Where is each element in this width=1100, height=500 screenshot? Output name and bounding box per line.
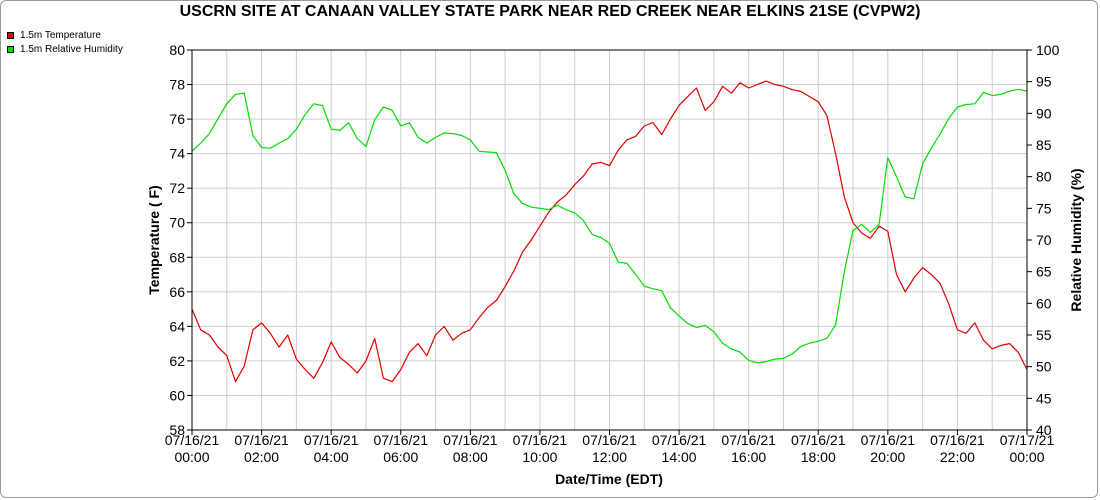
y2-axis-title: Relative Humidity (%) [1068, 168, 1084, 311]
y2-tick-label: 95 [1036, 74, 1052, 90]
x-tick-label-time: 20:00 [870, 449, 905, 465]
x-tick-label-date: 07/16/21 [721, 432, 776, 448]
y2-tick-label: 40 [1036, 422, 1052, 438]
x-tick-label-date: 07/16/21 [513, 432, 568, 448]
grid [191, 49, 1028, 431]
y-tick-label: 62 [169, 353, 185, 369]
y-tick-label: 60 [169, 387, 185, 403]
x-tick-label-time: 16:00 [731, 449, 766, 465]
x-tick-label-time: 10:00 [522, 449, 557, 465]
x-tick-label-time: 02:00 [244, 449, 279, 465]
y-axis-title: Temperature ( F) [146, 185, 162, 294]
y-tick-label: 64 [169, 318, 185, 334]
series-lines [191, 80, 1028, 383]
legend-label-humidity: 1.5m Relative Humidity [20, 43, 123, 55]
y2-tick-label: 45 [1036, 390, 1052, 406]
x-tick-label-date: 07/17/21 [1000, 432, 1055, 448]
y-tick-label: 78 [169, 77, 185, 93]
y2-tick-label: 100 [1036, 42, 1060, 58]
x-tick-label-date: 07/16/21 [791, 432, 846, 448]
x-tick-label-date: 07/16/21 [374, 432, 429, 448]
x-tick-label-time: 18:00 [801, 449, 836, 465]
y-tick-label: 72 [169, 180, 185, 196]
x-tick-label-time: 04:00 [314, 449, 349, 465]
y2-tick-label: 60 [1036, 295, 1052, 311]
x-tick-label-time: 00:00 [174, 449, 209, 465]
chart-title: USCRN SITE AT CANAAN VALLEY STATE PARK N… [179, 3, 921, 20]
y-tick-label: 68 [169, 249, 185, 265]
axes: 58 60 62 64 66 68 70 72 74 76 78 80 40 45 50 55 60 65 70 75… [165, 42, 1060, 465]
y2-tick-label: 90 [1036, 105, 1052, 121]
y2-tick-label: 85 [1036, 137, 1052, 153]
series-line-humidity [191, 88, 1028, 364]
y-tick-label: 70 [169, 215, 185, 231]
y-tick-label: 66 [169, 284, 185, 300]
y2-tick-label: 75 [1036, 200, 1052, 216]
legend-swatch-humidity [7, 45, 14, 53]
x-tick-label-date: 07/16/21 [304, 432, 359, 448]
x-tick-label-time: 00:00 [1009, 449, 1044, 465]
x-tick-label-time: 08:00 [453, 449, 488, 465]
x-axis-title: Date/Time (EDT) [555, 471, 663, 487]
legend-item-temperature: 1.5m Temperature [7, 28, 123, 42]
x-tick-label-time: 12:00 [592, 449, 627, 465]
x-tick-label-time: 06:00 [383, 449, 418, 465]
legend: 1.5m Temperature 1.5m Relative Humidity [7, 28, 123, 56]
y2-tick-label: 55 [1036, 327, 1052, 343]
x-tick-label-date: 07/16/21 [582, 432, 637, 448]
y-tick-label: 80 [169, 42, 185, 58]
y-tick-label: 76 [169, 111, 185, 127]
x-tick-label-date: 07/16/21 [443, 432, 498, 448]
x-tick-label-date: 07/16/21 [234, 432, 289, 448]
legend-label-temperature: 1.5m Temperature [20, 29, 101, 41]
plot-border [191, 49, 1028, 431]
x-tick-label-date: 07/16/21 [652, 432, 707, 448]
x-tick-label-date: 07/16/21 [930, 432, 985, 448]
x-tick-label-time: 14:00 [662, 449, 697, 465]
y2-tick-label: 50 [1036, 359, 1052, 375]
series-line-temperature [191, 80, 1028, 383]
y2-tick-label: 65 [1036, 264, 1052, 280]
x-tick-label-date: 07/16/21 [861, 432, 916, 448]
legend-item-humidity: 1.5m Relative Humidity [7, 42, 123, 56]
y2-tick-label: 70 [1036, 232, 1052, 248]
x-tick-label-time: 22:00 [940, 449, 975, 465]
y-tick-label: 74 [169, 146, 185, 162]
y-tick-label: 58 [169, 422, 185, 438]
y2-tick-label: 80 [1036, 169, 1052, 185]
x-tick-label-date: 07/16/21 [165, 432, 220, 448]
legend-swatch-temperature [7, 31, 14, 39]
